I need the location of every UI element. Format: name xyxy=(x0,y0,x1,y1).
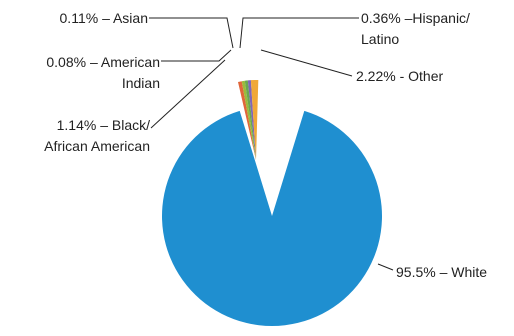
label-black-line2: African American xyxy=(44,138,150,154)
label-hispanic-line2: Latino xyxy=(361,31,399,47)
slice-other xyxy=(250,79,259,160)
slice-hispanic-latino xyxy=(247,80,256,160)
label-white: 95.5% – White xyxy=(396,264,487,280)
leader-line-white xyxy=(377,263,394,271)
slice-american-indian xyxy=(241,80,256,160)
leader-line-asian xyxy=(149,17,234,49)
label-american-indian-line1: 0.08% – American xyxy=(46,54,160,70)
label-hispanic-line1: 0.36% –Hispanic/ xyxy=(361,10,470,26)
label-asian: 0.11% – Asian xyxy=(60,10,148,26)
main-pie xyxy=(161,110,382,326)
slice-white xyxy=(161,110,382,326)
slice-black-african-american xyxy=(238,81,256,160)
leader-line-black xyxy=(150,59,226,129)
leader-line-american-indian xyxy=(161,49,232,62)
leader-line-hispanic xyxy=(239,17,359,49)
exploded-slices xyxy=(238,79,259,160)
label-other: 2.22% - Other xyxy=(356,68,443,84)
label-american-indian-line2: Indian xyxy=(122,75,160,91)
leader-line-other xyxy=(260,49,353,77)
slice-asian xyxy=(244,80,256,160)
label-black-line1: 1.14% – Black/ xyxy=(57,117,150,133)
